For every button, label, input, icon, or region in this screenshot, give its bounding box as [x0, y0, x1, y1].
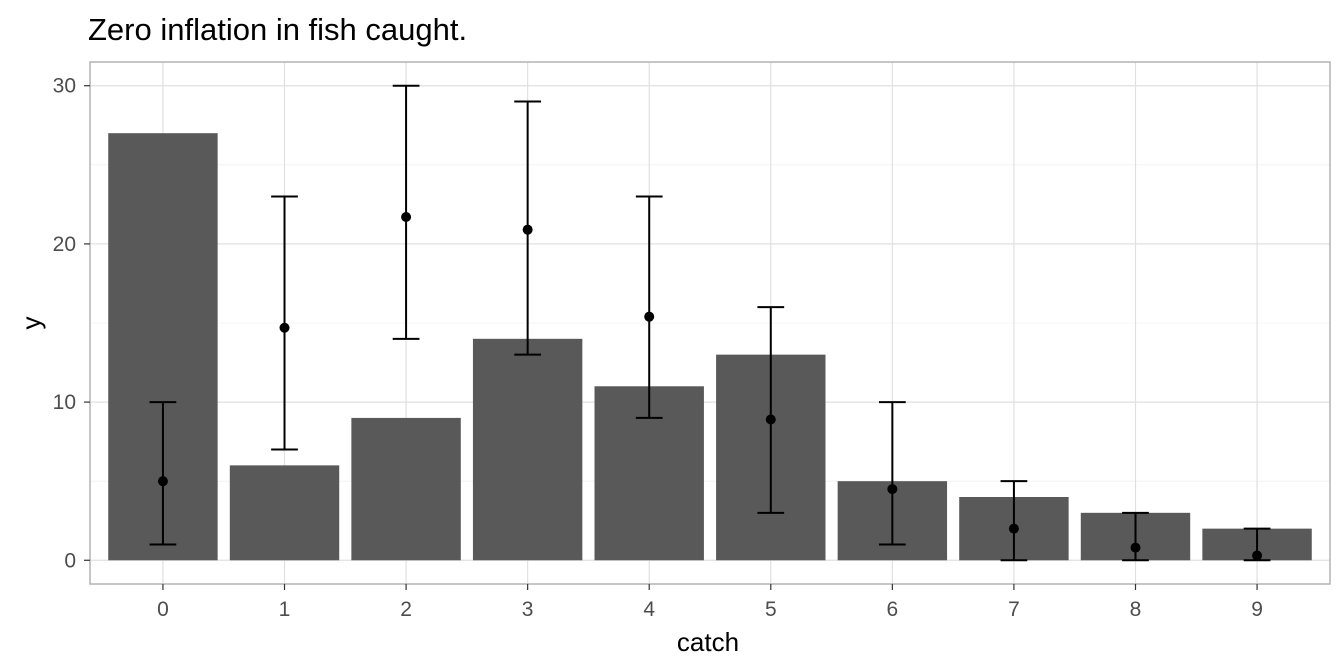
bar — [351, 417, 461, 561]
point-estimate — [644, 311, 655, 322]
point-estimate — [1252, 550, 1263, 561]
y-tick-label: 0 — [64, 549, 76, 572]
y-tick-label: 30 — [53, 75, 76, 98]
point-estimate — [887, 484, 898, 495]
x-tick-label: 9 — [1251, 598, 1263, 621]
x-tick-label: 8 — [1130, 598, 1142, 621]
bar — [229, 465, 340, 561]
error-bar — [878, 401, 906, 546]
y-axis-title: y — [16, 317, 46, 330]
y-axis-ticks: 0 10 20 30 — [53, 75, 90, 572]
point-estimate — [401, 212, 412, 223]
panel-border — [89, 61, 1331, 585]
error-bar — [271, 195, 298, 451]
error-bar — [1000, 480, 1028, 562]
x-tick-label: 2 — [400, 598, 412, 621]
error-bar — [514, 100, 542, 356]
point-estimate — [765, 414, 776, 425]
error-bar — [635, 195, 663, 419]
x-tick-label: 4 — [643, 598, 655, 621]
error-bar-series — [149, 84, 1271, 562]
point-estimate — [1130, 542, 1141, 553]
chart-title: Zero inflation in fish caught. — [88, 12, 467, 47]
x-tick-label: 3 — [522, 598, 534, 621]
x-axis-ticks: 0 1 2 3 4 5 6 7 8 9 — [157, 584, 1263, 621]
bar-series — [108, 133, 1312, 561]
x-tick-label: 6 — [887, 598, 899, 621]
x-tick-label: 1 — [279, 598, 291, 621]
error-bar — [757, 306, 785, 514]
x-tick-label: 0 — [157, 598, 169, 621]
point-estimate — [1008, 523, 1019, 534]
point-estimate — [279, 322, 290, 333]
error-bar — [392, 84, 420, 340]
error-bar — [1243, 527, 1271, 562]
y-tick-label: 10 — [53, 391, 76, 414]
error-bar — [149, 401, 177, 546]
bar — [472, 338, 583, 561]
point-estimate — [157, 476, 168, 487]
x-tick-label: 5 — [765, 598, 777, 621]
x-tick-label: 7 — [1008, 598, 1020, 621]
y-tick-label: 20 — [53, 233, 76, 256]
error-bar — [1122, 511, 1149, 562]
x-axis-title: catch — [677, 627, 739, 657]
plot-panel — [89, 61, 1331, 585]
point-estimate — [522, 224, 533, 235]
